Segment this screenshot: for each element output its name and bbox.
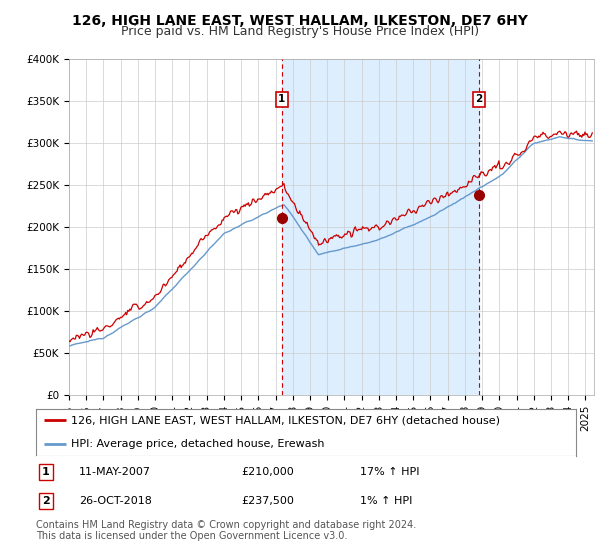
Text: 2: 2: [42, 496, 50, 506]
Text: Contains HM Land Registry data © Crown copyright and database right 2024.
This d: Contains HM Land Registry data © Crown c…: [36, 520, 416, 542]
Text: 126, HIGH LANE EAST, WEST HALLAM, ILKESTON, DE7 6HY (detached house): 126, HIGH LANE EAST, WEST HALLAM, ILKEST…: [71, 415, 500, 425]
Text: 17% ↑ HPI: 17% ↑ HPI: [360, 467, 419, 477]
Text: HPI: Average price, detached house, Erewash: HPI: Average price, detached house, Erew…: [71, 439, 325, 449]
Text: 1: 1: [42, 467, 50, 477]
Text: 11-MAY-2007: 11-MAY-2007: [79, 467, 151, 477]
Text: 2: 2: [475, 94, 482, 104]
Text: £210,000: £210,000: [241, 467, 294, 477]
Text: £237,500: £237,500: [241, 496, 294, 506]
Text: Price paid vs. HM Land Registry's House Price Index (HPI): Price paid vs. HM Land Registry's House …: [121, 25, 479, 38]
Text: 1: 1: [278, 94, 286, 104]
Text: 26-OCT-2018: 26-OCT-2018: [79, 496, 152, 506]
Text: 1% ↑ HPI: 1% ↑ HPI: [360, 496, 412, 506]
Bar: [282, 59, 479, 395]
Text: 126, HIGH LANE EAST, WEST HALLAM, ILKESTON, DE7 6HY: 126, HIGH LANE EAST, WEST HALLAM, ILKEST…: [72, 14, 528, 28]
